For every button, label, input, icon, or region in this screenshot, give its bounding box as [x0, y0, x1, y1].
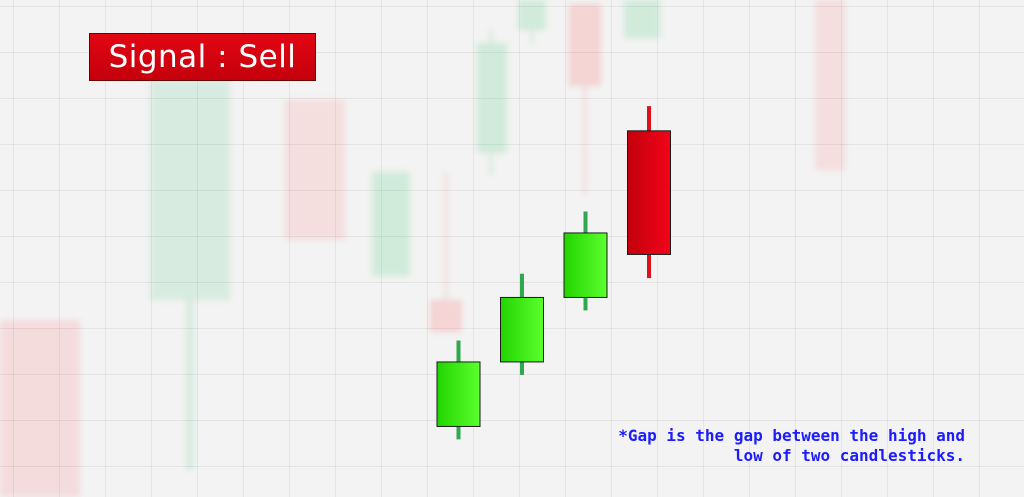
candle-3 [563, 211, 608, 311]
candle-2 [500, 273, 544, 375]
candle-3-body [563, 232, 608, 298]
gap-annotation-line-2: low of two candlesticks. [733, 446, 965, 465]
gap-annotation-line-1: *Gap is the gap between the high and [618, 426, 965, 445]
candle-1-body [436, 361, 481, 427]
candle-1 [436, 340, 481, 440]
candle-4-body [627, 130, 671, 255]
gap-annotation: *Gap is the gap between the high and low… [560, 426, 965, 466]
candle-2-body [500, 296, 544, 363]
signal-badge: Signal : Sell [89, 33, 316, 81]
candle-4 [627, 106, 671, 279]
